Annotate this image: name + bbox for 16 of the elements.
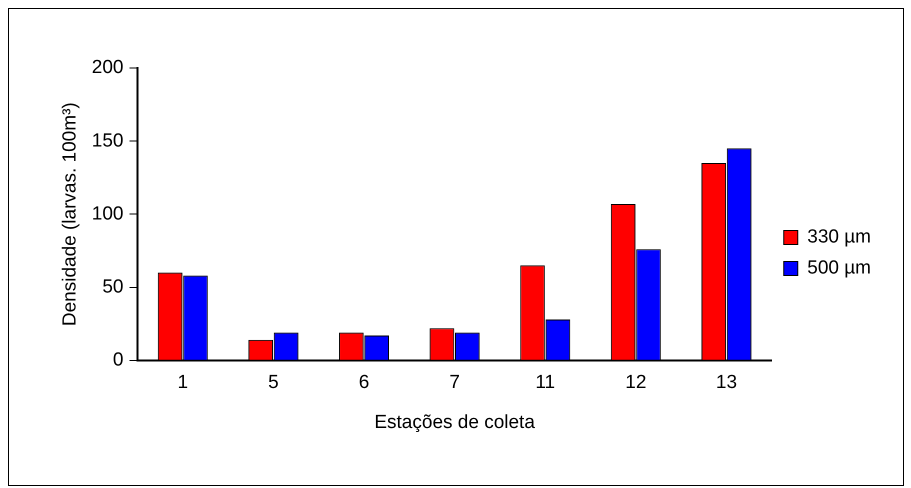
x-tick-label: 7 <box>449 372 460 394</box>
legend-label: 330 µm <box>807 226 872 248</box>
y-tick-label: 100 <box>92 203 124 224</box>
x-tick-label: 5 <box>268 372 279 394</box>
x-tick-label: 11 <box>535 372 556 394</box>
y-tick-label: 200 <box>92 57 124 78</box>
legend-label: 500 µm <box>807 258 872 279</box>
x-axis-title: Estações de coleta <box>374 412 536 433</box>
y-axis-title: Densidade (larvas. 100m³) <box>60 102 81 326</box>
x-tick-label: 6 <box>358 372 370 394</box>
x-tick-label: 13 <box>716 372 738 394</box>
x-tick-label: 12 <box>625 372 646 394</box>
y-tick-label: 0 <box>112 350 124 371</box>
y-tick-label: 150 <box>92 130 124 152</box>
y-tick-label: 50 <box>102 276 124 298</box>
x-tick-label: 1 <box>178 372 188 394</box>
